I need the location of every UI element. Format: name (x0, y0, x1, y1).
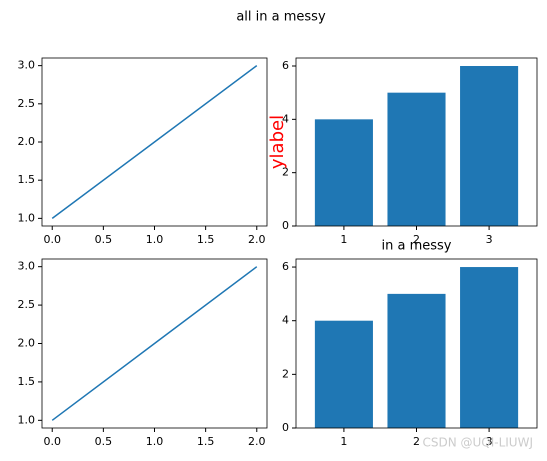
line (51, 65, 258, 219)
x-tick-label: 1.5 (197, 435, 215, 448)
bar (387, 293, 446, 428)
y-tick-label: 2.5 (18, 298, 36, 311)
y-tick-label: 0 (282, 219, 289, 232)
y-tick-label: 1.5 (18, 375, 36, 388)
x-tick-label: 1.0 (146, 435, 164, 448)
y-tick-label: 4 (282, 314, 289, 327)
bar (314, 320, 373, 428)
x-tick-label: 0.5 (95, 435, 113, 448)
x-tick-label: 1.5 (197, 233, 215, 246)
y-tick-label: 2.0 (18, 337, 36, 350)
x-tick-label: 2 (413, 435, 420, 448)
bar (460, 267, 519, 428)
y-tick-label: 2 (282, 166, 289, 179)
axes-title: in a messy (382, 239, 452, 254)
y-axis-label: ylabel (267, 115, 288, 169)
y-tick-label: 1.0 (18, 211, 36, 224)
line (51, 266, 258, 421)
figure-title: all in a messy (236, 10, 326, 25)
y-tick-label: 6 (282, 59, 289, 72)
x-tick-label: 0.5 (95, 233, 113, 246)
x-tick-label: 1 (340, 435, 347, 448)
y-tick-label: 6 (282, 260, 289, 273)
y-tick-label: 2 (282, 367, 289, 380)
x-tick-label: 0.0 (43, 435, 61, 448)
bar (314, 119, 373, 226)
y-tick-label: 2.5 (18, 97, 36, 110)
bar (387, 92, 446, 227)
x-tick-label: 3 (486, 435, 493, 448)
x-tick-label: 3 (486, 233, 493, 246)
x-tick-label: 2.0 (248, 435, 266, 448)
y-tick-label: 0 (282, 421, 289, 434)
x-tick-label: 0.0 (43, 233, 61, 246)
x-tick-label: 1.0 (146, 233, 164, 246)
y-tick-label: 3.0 (18, 59, 36, 72)
y-tick-label: 4 (282, 112, 289, 125)
watermark: CSDN @UQI-LIUWJ (422, 436, 533, 450)
y-tick-label: 3.0 (18, 260, 36, 273)
y-tick-label: 2.0 (18, 135, 36, 148)
y-tick-label: 1.5 (18, 173, 36, 186)
x-tick-label: 1 (340, 233, 347, 246)
bar (460, 66, 519, 226)
x-tick-label: 2.0 (248, 233, 266, 246)
x-tick-label: 2 (413, 233, 420, 246)
y-tick-label: 1.0 (18, 413, 36, 426)
